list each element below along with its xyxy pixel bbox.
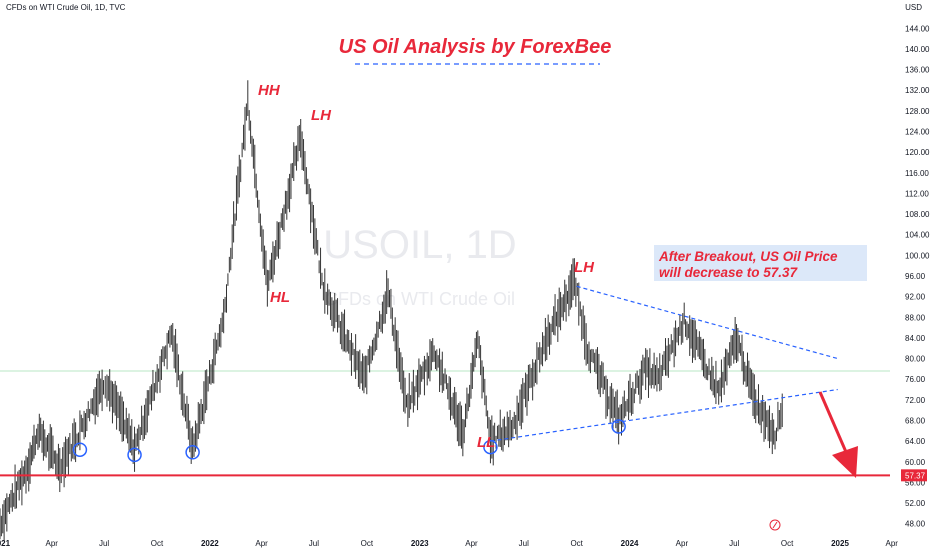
y-tick-label: 136.00: [905, 66, 930, 75]
price-axis[interactable]: 144.00 140.00 136.00 132.00 128.00 124.00 120.…: [901, 24, 930, 529]
x-tick-label: 2025: [831, 539, 849, 548]
y-tick-label: 112.00: [905, 189, 929, 198]
y-tick-label: 72.00: [905, 396, 926, 405]
y-tick-label: 104.00: [905, 231, 930, 240]
x-tick-label: Apr: [46, 539, 59, 548]
y-tick-label: 64.00: [905, 437, 926, 446]
y-tick-label: 132.00: [905, 86, 930, 95]
swing-label-ll: LL: [477, 434, 495, 451]
x-tick-label: Jul: [519, 539, 529, 548]
x-tick-label: Apr: [255, 539, 268, 548]
x-tick-label: 2024: [621, 539, 639, 548]
swing-label-hl: HL: [270, 289, 290, 306]
swing-label-lh: LH: [311, 107, 332, 124]
y-tick-label: 108.00: [905, 210, 930, 219]
swing-low-circle: [483, 439, 498, 455]
forecast-annotation: After Breakout, US Oil Price will decrea…: [654, 245, 867, 281]
price-tag-bg: [901, 469, 927, 482]
x-tick-label: Apr: [886, 539, 899, 548]
y-tick-label: 88.00: [905, 313, 926, 322]
logo-icon: [769, 519, 781, 531]
x-tick-label: Oct: [151, 539, 164, 548]
support-trendline: [490, 388, 838, 442]
price-candles: [0, 80, 783, 542]
watermark-symbol: USOIL, 1D: [323, 223, 516, 267]
swing-low-circle: [72, 442, 88, 457]
swing-low-circle: [185, 445, 200, 460]
chart-title: US Oil Analysis by ForexBee: [338, 36, 612, 58]
y-tick-label: 124.00: [905, 128, 930, 137]
y-tick-label: 100.00: [905, 251, 930, 260]
x-tick-label: 2021: [0, 539, 11, 548]
x-tick-label: 2022: [201, 539, 219, 548]
y-tick-label: 144.00: [905, 24, 930, 33]
y-tick-label: 96.00: [905, 272, 926, 281]
y-tick-label: 68.00: [905, 416, 926, 425]
swing-low-circle: [611, 419, 626, 434]
swing-low-circle: [127, 447, 142, 463]
x-tick-label: Jul: [729, 539, 739, 548]
y-tick-label: 116.00: [905, 169, 929, 178]
y-tick-label: 140.00: [905, 45, 930, 54]
x-tick-label: Oct: [781, 539, 794, 548]
resistance-trendline: [576, 285, 838, 360]
y-tick-label: 60.00: [905, 458, 926, 467]
x-tick-label: 2023: [411, 539, 429, 548]
y-tick-label: 128.00: [905, 107, 930, 116]
x-tick-label: Apr: [465, 539, 478, 548]
breakdown-arrow: [818, 391, 858, 478]
y-tick-label: 84.00: [905, 334, 926, 343]
x-tick-label: Apr: [676, 539, 689, 548]
y-tick-label: 92.00: [905, 293, 926, 302]
time-axis[interactable]: 2021 Apr Jul Oct 2022 Apr Jul Oct 2023 Apr Jul Oct 2…: [0, 539, 898, 548]
y-tick-label: 56.00: [905, 478, 926, 487]
symbol-header: CFDs on WTI Crude Oil, 1D, TVC: [6, 3, 126, 12]
x-tick-label: Oct: [361, 539, 374, 548]
swing-label-lh: LH: [574, 259, 595, 276]
y-tick-label: 76.00: [905, 375, 926, 384]
y-tick-label: 52.00: [905, 499, 926, 508]
watermark-name: CFDs on WTI Crude Oil: [325, 289, 515, 309]
annotation-line-2: will decrease to 57.37: [659, 265, 799, 280]
currency-label: USD: [905, 3, 922, 12]
x-tick-label: Jul: [309, 539, 319, 548]
annotation-line-1: After Breakout, US Oil Price: [658, 249, 838, 264]
y-tick-label: 80.00: [905, 355, 926, 364]
y-tick-label: 120.00: [905, 148, 930, 157]
x-tick-label: Jul: [99, 539, 109, 548]
x-tick-label: Oct: [570, 539, 583, 548]
y-tick-label: 48.00: [905, 520, 926, 529]
watermark: USOIL, 1D CFDs on WTI Crude Oil: [323, 223, 516, 309]
swing-label-hh: HH: [258, 82, 281, 99]
price-tag-label: 57.37: [905, 471, 926, 480]
